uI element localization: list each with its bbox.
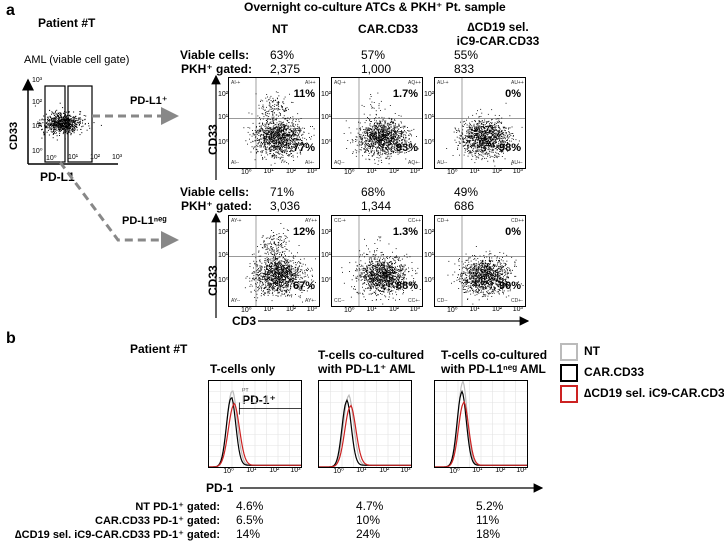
gate-box-pdl1-pos — [68, 86, 92, 162]
arrow-pdl1-neg — [60, 162, 176, 240]
gate-box-pdl1-neg — [45, 86, 65, 162]
